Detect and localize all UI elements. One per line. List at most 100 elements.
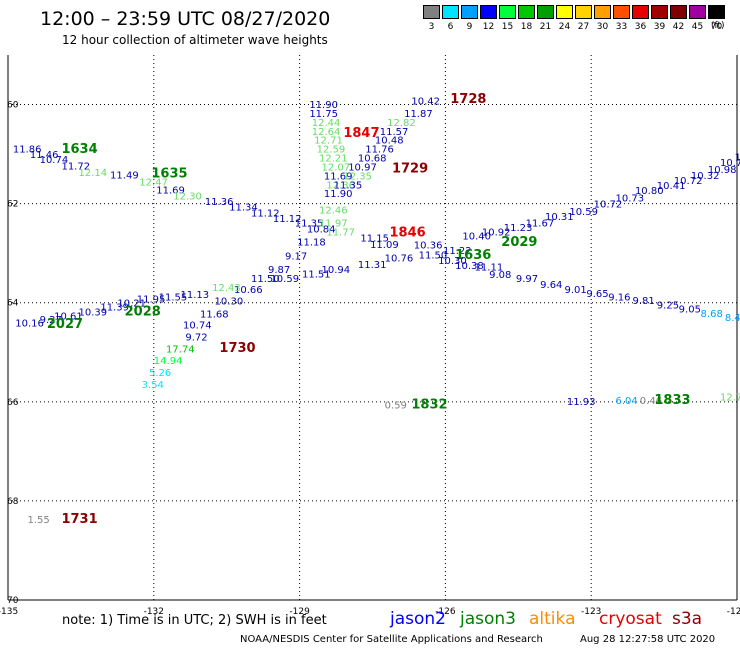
- wave-height-label: 10.72: [594, 200, 623, 211]
- legend-swatch: [461, 5, 478, 19]
- wave-height-label: 10.72: [720, 158, 740, 169]
- wave-height-label: 12.79: [720, 392, 740, 403]
- legend-label: 45: [691, 22, 704, 32]
- wave-height-label: 11.22: [443, 246, 472, 257]
- wave-height-label: 9.64: [540, 280, 562, 291]
- wave-height-label: 10.40: [462, 231, 491, 242]
- wave-height-label: 11.55: [159, 293, 188, 304]
- wave-height-label: 10.30: [438, 256, 467, 267]
- wave-height-label: 9.65: [586, 289, 608, 300]
- legend-label: 15: [501, 22, 514, 32]
- wave-height-label: 9.72: [185, 332, 207, 343]
- latitude-tick-label: 60: [7, 101, 19, 111]
- legend-swatch: [518, 5, 535, 19]
- page-title: 12:00 – 23:59 UTC 08/27/2020: [40, 8, 331, 30]
- legend-swatch: [651, 5, 668, 19]
- map-axis-ticks: -135 -132 -129 -126 -123 -120 60 62 64 66 68 70: [0, 101, 740, 617]
- legend-label: 42: [672, 22, 685, 32]
- wave-height-label: 11.15: [360, 233, 389, 244]
- satellite-label-cryosat: cryosat: [599, 609, 662, 629]
- wave-height-label: 11.50: [251, 274, 280, 285]
- pass-time-label: 1731: [61, 512, 97, 527]
- color-legend: 3 6 9 12 15 18 21 24 27 30 33 36 39 42 45 70: [422, 5, 726, 33]
- pass-time-label: 1728: [450, 92, 486, 107]
- wave-height-label: 1.55: [27, 515, 49, 526]
- legend-item: 33: [612, 5, 631, 33]
- wave-height-label: 10.74: [183, 320, 212, 331]
- legend-item: 27: [574, 5, 593, 33]
- wave-height-label: 12.43: [212, 283, 241, 294]
- pass-time-label: 1636: [455, 248, 491, 263]
- legend-label: 36: [634, 22, 647, 32]
- legend-swatch: [575, 5, 592, 19]
- satellite-label-altika: altika: [529, 609, 576, 629]
- wave-height-label: 10.73: [616, 194, 645, 205]
- wave-height-label: 11.13: [181, 290, 210, 301]
- wave-height-label: 10.74: [40, 155, 69, 166]
- pass-time-label: 2027: [47, 317, 83, 332]
- wave-height-label: 10.76: [385, 254, 414, 265]
- wave-height-label: 10.48: [375, 136, 404, 147]
- wave-height-label: 11.76: [365, 145, 394, 156]
- legend-label: 18: [520, 22, 533, 32]
- wave-height-label: 11.23: [504, 223, 533, 234]
- wave-height-label: 10.97: [348, 162, 377, 173]
- legend-label: 3: [428, 22, 435, 32]
- legend-swatch: [708, 5, 725, 19]
- wave-height-label: 11.31: [358, 260, 387, 271]
- legend-item: 70: [707, 5, 726, 33]
- legend-swatch: [480, 5, 497, 19]
- wave-height-label: 11.86: [13, 145, 42, 156]
- satellite-label-s3a: s3a: [672, 609, 703, 629]
- legend-label: 70: [710, 22, 723, 32]
- wave-height-label: 10.36: [414, 241, 443, 252]
- wave-height-label: 10.98: [708, 165, 737, 176]
- wave-height-label: 10.30: [215, 297, 244, 308]
- wave-height-label: 11.69: [324, 171, 353, 182]
- longitude-tick-label: -120: [727, 607, 740, 617]
- wave-height-label: 12.14: [78, 168, 107, 179]
- pass-time-label: 1634: [61, 142, 97, 157]
- latitude-tick-label: 70: [7, 596, 19, 606]
- legend-swatch: [423, 5, 440, 19]
- legend-swatch: [594, 5, 611, 19]
- wave-height-label: 5.26: [149, 368, 171, 379]
- wave-height-label: 12.36: [326, 180, 355, 191]
- wave-height-label: 9.81: [633, 296, 655, 307]
- wave-height-label: 11.11: [475, 263, 504, 274]
- wave-height-label: 11.35: [334, 180, 363, 191]
- wave-height-label: 0.59: [385, 400, 407, 411]
- legend-swatch: [556, 5, 573, 19]
- pass-time-label: 2028: [125, 305, 161, 320]
- wave-height-label: 12.71: [314, 136, 343, 147]
- wave-height-label: 11.51: [302, 269, 331, 280]
- wave-height-label: 11.68: [200, 310, 229, 321]
- wave-height-label: 12.35: [343, 171, 372, 182]
- latitude-tick-label: 68: [7, 497, 19, 507]
- wave-height-label: 12.82: [387, 118, 416, 129]
- wave-height-label: 10.68: [358, 154, 387, 165]
- legend-item: 39: [650, 5, 669, 33]
- wave-height-label: 11.09: [370, 240, 399, 251]
- wave-height-label: 11.49: [110, 170, 139, 181]
- wave-height-label: 10.41: [657, 181, 686, 192]
- legend-swatch: [689, 5, 706, 19]
- wave-height-label: 11.34: [229, 203, 258, 214]
- legend-swatch: [632, 5, 649, 19]
- wave-height-label: 10.38: [455, 261, 484, 272]
- wave-height-label: 9.16: [608, 292, 630, 303]
- pass-time-label: 2029: [501, 235, 537, 250]
- wave-height-label: 10.59: [569, 207, 598, 218]
- legend-swatch: [442, 5, 459, 19]
- wave-height-label: 10.80: [635, 186, 664, 197]
- wave-height-label: 8.43: [725, 313, 740, 324]
- legend-label: 24: [558, 22, 571, 32]
- legend-swatch: [613, 5, 630, 19]
- pass-time-label: 1832: [411, 397, 447, 412]
- legend-item: 9: [460, 5, 479, 33]
- wave-height-label: 10.94: [735, 153, 740, 164]
- legend-label: 6: [447, 22, 454, 32]
- wave-height-label: 12.46: [319, 206, 348, 217]
- wave-height-label: 10.92: [482, 227, 511, 238]
- wave-height-label: 12.44: [312, 118, 341, 129]
